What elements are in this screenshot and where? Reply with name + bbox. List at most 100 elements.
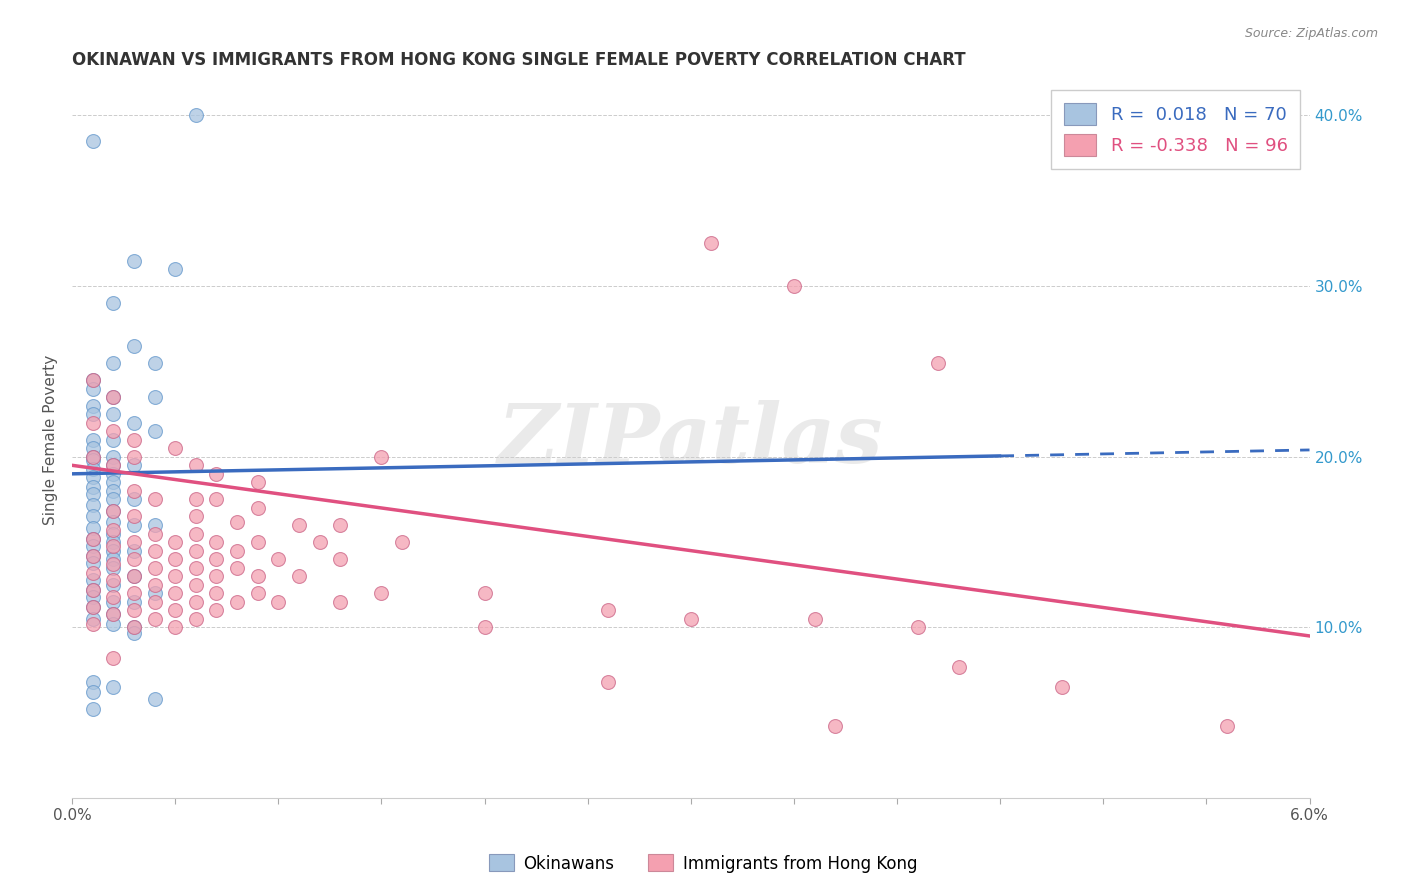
Point [122, 450, 145, 464]
Point [143, 356, 166, 370]
Point [143, 526, 166, 541]
Point [205, 569, 228, 583]
Point [143, 560, 166, 574]
Point [143, 586, 166, 600]
Point [122, 625, 145, 640]
Point [824, 719, 846, 733]
Point [82, 612, 104, 626]
Point [184, 543, 207, 558]
Point [82, 590, 104, 604]
Point [82, 433, 104, 447]
Point [103, 424, 125, 438]
Point [122, 483, 145, 498]
Point [103, 296, 125, 310]
Point [205, 603, 228, 617]
Point [103, 526, 125, 541]
Point [143, 612, 166, 626]
Point [907, 620, 929, 634]
Point [82, 487, 104, 501]
Point [82, 549, 104, 563]
Point [143, 543, 166, 558]
Point [103, 390, 125, 404]
Point [267, 595, 290, 609]
Point [82, 373, 104, 387]
Point [329, 595, 352, 609]
Point [143, 492, 166, 507]
Point [103, 467, 125, 481]
Point [700, 236, 723, 251]
Point [122, 620, 145, 634]
Point [82, 582, 104, 597]
Point [205, 586, 228, 600]
Point [103, 458, 125, 473]
Text: OKINAWAN VS IMMIGRANTS FROM HONG KONG SINGLE FEMALE POVERTY CORRELATION CHART: OKINAWAN VS IMMIGRANTS FROM HONG KONG SI… [72, 51, 966, 69]
Point [103, 651, 125, 665]
Point [103, 504, 125, 518]
Point [103, 407, 125, 421]
Point [226, 560, 249, 574]
Point [82, 617, 104, 632]
Point [165, 535, 187, 549]
Point [143, 424, 166, 438]
Point [184, 492, 207, 507]
Point [103, 523, 125, 537]
Point [165, 262, 187, 277]
Point [308, 535, 330, 549]
Point [246, 535, 269, 549]
Point [82, 399, 104, 413]
Point [165, 442, 187, 456]
Point [122, 492, 145, 507]
Point [122, 339, 145, 353]
Point [122, 603, 145, 617]
Point [288, 569, 311, 583]
Point [103, 458, 125, 473]
Point [103, 390, 125, 404]
Point [122, 586, 145, 600]
Point [103, 450, 125, 464]
Point [122, 458, 145, 473]
Point [122, 543, 145, 558]
Point [598, 675, 620, 690]
Point [184, 108, 207, 122]
Text: ZIPatlas: ZIPatlas [498, 400, 883, 480]
Point [391, 535, 413, 549]
Point [205, 492, 228, 507]
Point [165, 603, 187, 617]
Point [82, 450, 104, 464]
Point [103, 680, 125, 694]
Point [288, 518, 311, 533]
Point [1216, 719, 1239, 733]
Point [165, 552, 187, 566]
Point [82, 599, 104, 614]
Point [82, 675, 104, 690]
Point [103, 558, 125, 572]
Point [205, 467, 228, 481]
Point [103, 515, 125, 529]
Point [103, 595, 125, 609]
Point [82, 470, 104, 484]
Point [370, 586, 392, 600]
Point [205, 552, 228, 566]
Point [122, 253, 145, 268]
Point [370, 450, 392, 464]
Point [122, 620, 145, 634]
Point [103, 483, 125, 498]
Point [103, 356, 125, 370]
Point [82, 416, 104, 430]
Point [226, 543, 249, 558]
Point [122, 569, 145, 583]
Point [82, 702, 104, 716]
Text: Source: ZipAtlas.com: Source: ZipAtlas.com [1244, 27, 1378, 40]
Point [122, 535, 145, 549]
Point [184, 509, 207, 524]
Point [246, 500, 269, 515]
Point [103, 560, 125, 574]
Point [783, 279, 806, 293]
Point [1050, 680, 1073, 694]
Legend: Okinawans, Immigrants from Hong Kong: Okinawans, Immigrants from Hong Kong [482, 847, 924, 880]
Point [103, 578, 125, 592]
Point [246, 586, 269, 600]
Point [122, 509, 145, 524]
Point [329, 552, 352, 566]
Point [103, 573, 125, 587]
